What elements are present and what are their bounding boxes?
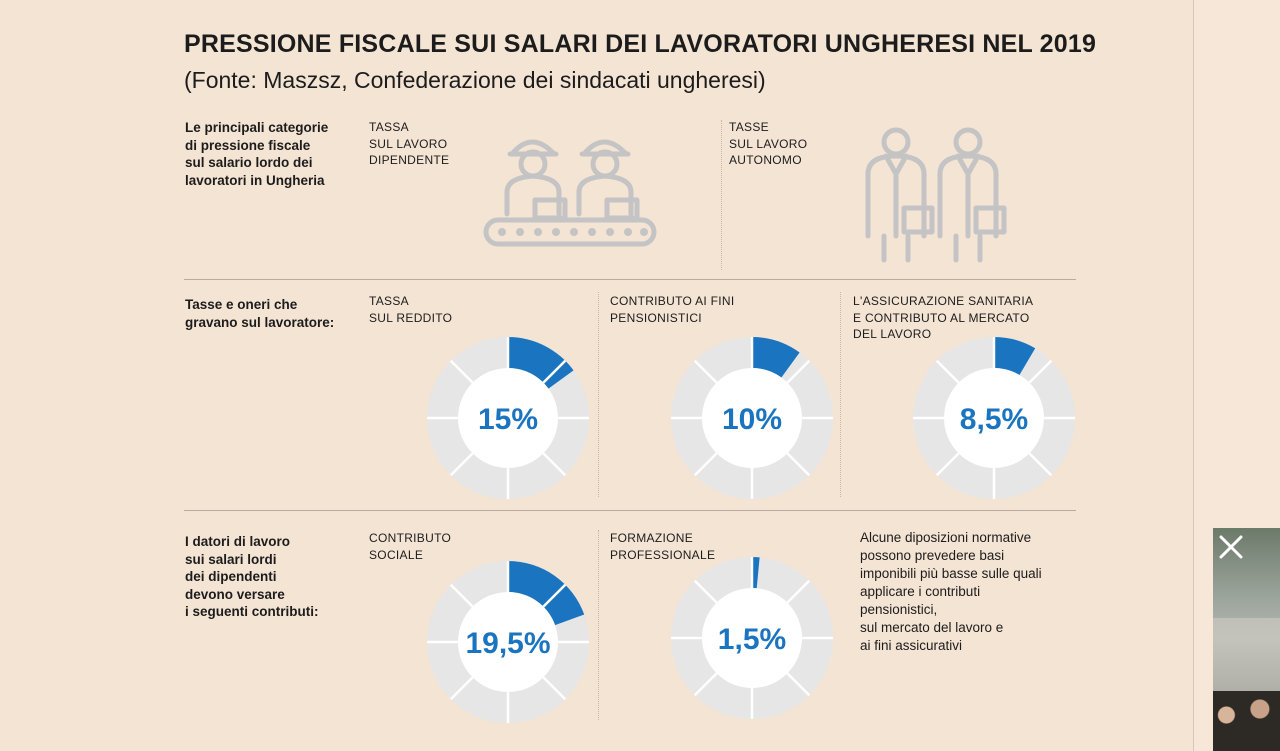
donut-slice: [752, 557, 760, 589]
donut-slice: [994, 337, 1036, 375]
donut-value-label: 15%: [478, 403, 538, 436]
row-label-employer-contributions: I datori di lavoro sui salari lordi dei …: [185, 534, 319, 619]
video-thumbnail[interactable]: [1213, 528, 1280, 751]
donut-hole: [458, 368, 558, 468]
donut-hole: [702, 588, 802, 688]
category-self-employed: TASSE SUL LAVORO AUTONOMO: [729, 120, 808, 167]
donut-separator: [693, 672, 718, 697]
donut-separator: [693, 452, 718, 477]
donut-separator: [449, 583, 474, 608]
divider-row2: [184, 510, 1076, 511]
category-income-tax: TASSA SUL REDDITO: [369, 294, 453, 325]
donut-separator: [935, 452, 960, 477]
divider-vertical: [598, 530, 599, 720]
donut-value-label: 1,5%: [718, 623, 786, 656]
donut-hole: [458, 592, 558, 692]
footnote: Alcune diposizioni normative possono pre…: [860, 530, 1042, 653]
donut-separator: [449, 676, 474, 701]
donut-health-insurance: 8,5%: [913, 337, 1075, 499]
donut-value-label: 10%: [722, 403, 782, 436]
divider-vertical: [721, 120, 722, 270]
donut-separator: [1028, 452, 1053, 477]
donut-social-contribution: 19,5%: [427, 561, 589, 723]
donut-vocational-training: 1,5%: [671, 557, 833, 719]
donut-separator: [542, 359, 567, 384]
donut-income-tax: 15%: [427, 337, 589, 499]
factory-workers-conveyor-icon: [483, 139, 657, 247]
donut-separator: [786, 579, 811, 604]
donut-separator: [542, 452, 567, 477]
donut-separator: [449, 359, 474, 384]
category-vocational-training: FORMAZIONE PROFESSIONALE: [610, 531, 716, 562]
close-icon[interactable]: [1216, 532, 1246, 562]
video-people: [1213, 691, 1280, 751]
donut-hole: [702, 368, 802, 468]
category-pension: CONTRIBUTO AI FINI PENSIONISTICI: [610, 294, 735, 325]
donut-separator: [542, 676, 567, 701]
row-label-worker-taxes: Tasse e oneri che gravano sul lavoratore…: [185, 297, 335, 330]
donut-separator: [935, 359, 960, 384]
donut-separator: [1028, 359, 1053, 384]
donut-separator: [693, 579, 718, 604]
divider-vertical: [598, 292, 599, 497]
donut-value-label: 8,5%: [960, 403, 1028, 436]
divider-row1: [184, 279, 1076, 280]
divider-vertical: [840, 292, 841, 497]
chart-title: PRESSIONE FISCALE SUI SALARI DEI LAVORAT…: [184, 30, 1097, 58]
donut-hole: [944, 368, 1044, 468]
category-social-contribution: CONTRIBUTO SOCIALE: [369, 531, 452, 562]
donut-separator: [693, 359, 718, 384]
chart-subtitle: (Fonte: Maszsz, Confederazione dei sinda…: [184, 67, 766, 93]
donut-slice: [508, 561, 585, 626]
donut-value-label: 19,5%: [465, 627, 550, 660]
office-workers-briefcase-icon: [865, 127, 1007, 263]
donut-separator: [786, 452, 811, 477]
category-employee: TASSA SUL LAVORO DIPENDENTE: [369, 120, 450, 167]
donut-slice: [508, 337, 574, 389]
row-label-categories: Le principali categorie di pressione fis…: [185, 120, 329, 188]
donut-separator: [449, 452, 474, 477]
category-health-insurance: L'ASSICURAZIONE SANITARIA E CONTRIBUTO A…: [853, 294, 1034, 341]
donut-slice: [752, 337, 800, 378]
donut-separator: [786, 359, 811, 384]
donut-pension: 10%: [671, 337, 833, 499]
donut-separator: [542, 583, 567, 608]
donut-separator: [786, 672, 811, 697]
